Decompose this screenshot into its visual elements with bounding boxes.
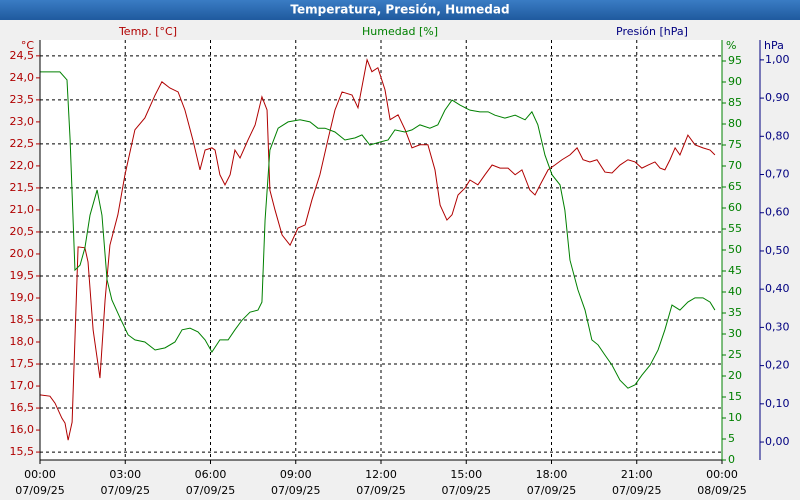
y-tick-label: 15,5	[10, 445, 35, 458]
y-axis-title: Temp. [°C]	[118, 25, 177, 38]
y3-unit: hPa	[764, 39, 784, 52]
y3-tick-label: 0,10	[765, 397, 790, 410]
y2-tick-label: 5	[728, 432, 735, 445]
x-tick-date: 07/09/25	[15, 484, 64, 497]
x-tick-label: 03:00	[109, 468, 141, 481]
y-tick-label: 18,0	[10, 335, 35, 348]
x-tick-label: 00:00	[24, 468, 56, 481]
y2-tick-label: 60	[728, 201, 742, 214]
y2-tick-label: 0	[728, 453, 735, 466]
y2-tick-label: 20	[728, 369, 742, 382]
y2-tick-label: 55	[728, 222, 742, 235]
y-tick-label: 18,5	[10, 313, 35, 326]
x-tick-label: 15:00	[450, 468, 482, 481]
y-tick-label: 23,5	[10, 93, 35, 106]
y2-tick-label: 85	[728, 96, 742, 109]
series-line	[40, 71, 716, 389]
y2-tick-label: 10	[728, 411, 742, 424]
y2-tick-label: 45	[728, 264, 742, 277]
x-tick-date: 07/09/25	[271, 484, 320, 497]
y3-tick-label: 0,30	[765, 320, 790, 333]
y3-tick-label: 0,20	[765, 359, 790, 372]
y-tick-label: 22,5	[10, 137, 35, 150]
y2-tick-label: 95	[728, 54, 742, 67]
y-tick-label: 24,0	[10, 71, 35, 84]
y3-tick-label: 0,60	[765, 206, 790, 219]
y-tick-label: 19,0	[10, 291, 35, 304]
y-unit: °C	[21, 39, 35, 52]
y3-tick-label: 0,00	[765, 435, 790, 448]
y2-tick-label: 90	[728, 75, 742, 88]
x-tick-label: 00:00	[706, 468, 738, 481]
y-tick-label: 19,5	[10, 269, 35, 282]
y3-tick-label: 0,70	[765, 168, 790, 181]
y2-tick-label: 35	[728, 306, 742, 319]
y3-axis-title: Presión [hPa]	[616, 25, 688, 38]
y2-tick-label: 70	[728, 159, 742, 172]
y-tick-label: 24,5	[10, 49, 35, 62]
y2-tick-label: 40	[728, 285, 742, 298]
y-tick-label: 17,0	[10, 379, 35, 392]
x-tick-date: 07/09/25	[356, 484, 405, 497]
y-tick-label: 22,0	[10, 159, 35, 172]
x-tick-date: 07/09/25	[101, 484, 150, 497]
chart-title: Temperatura, Presión, Humedad	[290, 3, 509, 17]
x-tick-date: 07/09/25	[186, 484, 235, 497]
y3-tick-label: 0,90	[765, 91, 790, 104]
y2-tick-label: 50	[728, 243, 742, 256]
y2-tick-label: 65	[728, 180, 742, 193]
x-tick-label: 09:00	[280, 468, 312, 481]
y2-tick-label: 25	[728, 348, 742, 361]
y2-tick-label: 15	[728, 390, 742, 403]
y-tick-label: 17,5	[10, 357, 35, 370]
y-tick-label: 20,5	[10, 225, 35, 238]
x-tick-date: 07/09/25	[612, 484, 661, 497]
y-tick-label: 21,0	[10, 203, 35, 216]
x-tick-label: 21:00	[621, 468, 653, 481]
title-bar	[0, 0, 800, 20]
x-tick-label: 06:00	[195, 468, 227, 481]
y-tick-label: 20,0	[10, 247, 35, 260]
y-tick-label: 16,5	[10, 401, 35, 414]
y3-tick-label: 0,80	[765, 129, 790, 142]
x-tick-label: 18:00	[536, 468, 568, 481]
y2-tick-label: 75	[728, 138, 742, 151]
y2-tick-label: 30	[728, 327, 742, 340]
y-tick-label: 23,0	[10, 115, 35, 128]
y3-tick-label: 0,50	[765, 244, 790, 257]
y-tick-label: 16,0	[10, 423, 35, 436]
y-tick-label: 21,5	[10, 181, 35, 194]
x-tick-date: 07/09/25	[527, 484, 576, 497]
y3-tick-label: 1,00	[765, 53, 790, 66]
x-tick-date: 08/09/25	[697, 484, 746, 497]
y2-tick-label: 80	[728, 117, 742, 130]
x-tick-date: 07/09/25	[442, 484, 491, 497]
y2-axis-title: Humedad [%]	[362, 25, 438, 38]
series-line	[39, 58, 716, 441]
y3-tick-label: 0,40	[765, 282, 790, 295]
x-tick-label: 12:00	[365, 468, 397, 481]
y2-unit: %	[726, 39, 736, 52]
